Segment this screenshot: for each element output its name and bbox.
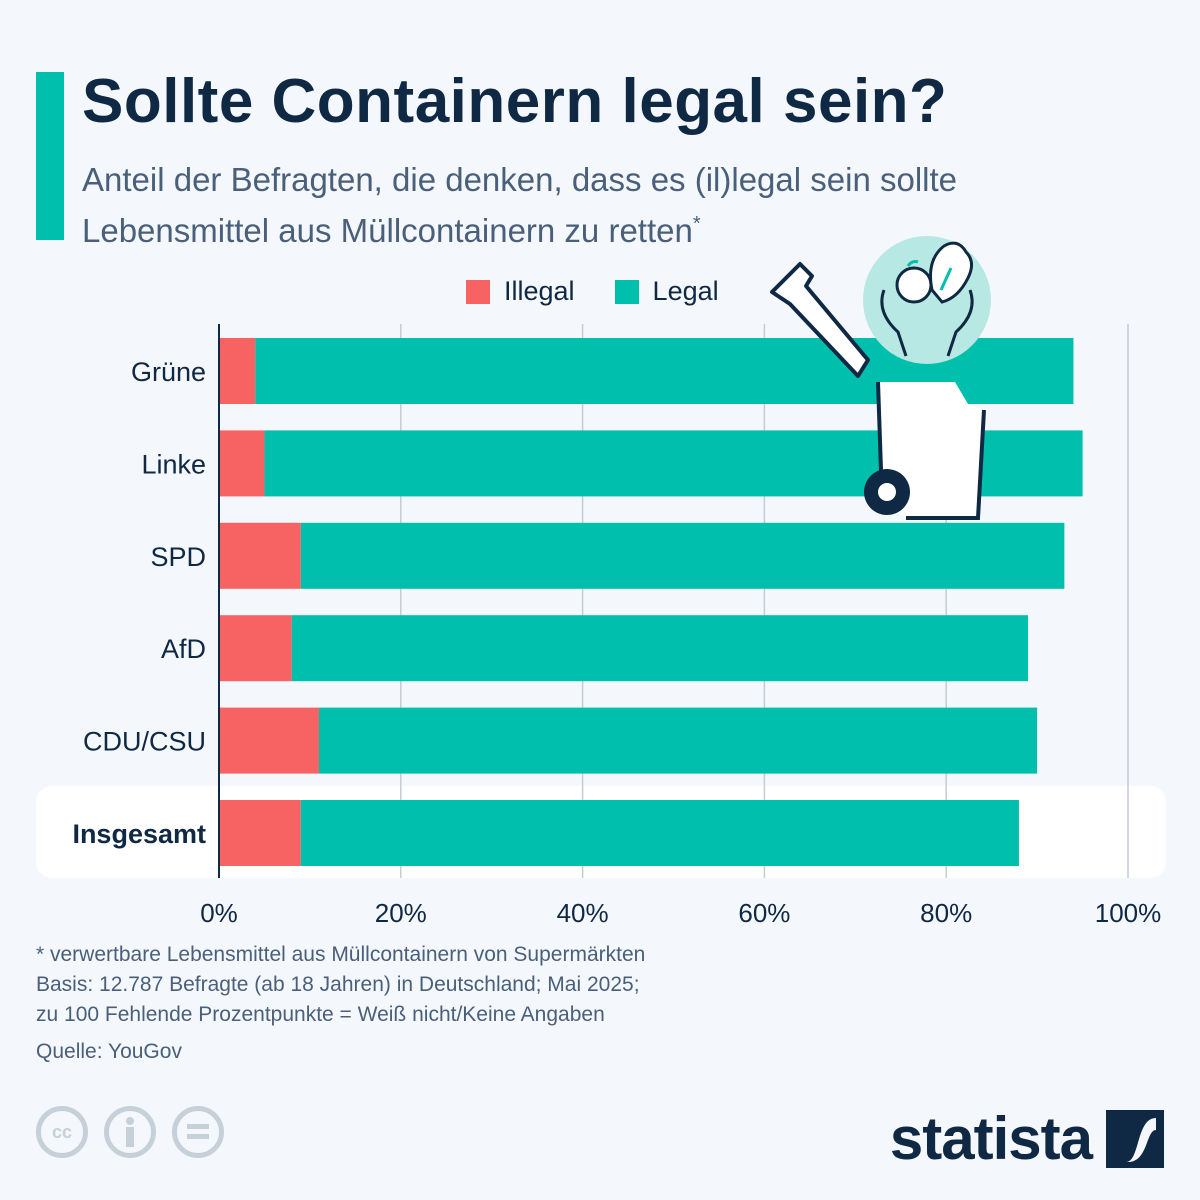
bar-legal-cdu-csu bbox=[318, 707, 1038, 774]
gridlines bbox=[400, 324, 1129, 878]
bar-legal-spd bbox=[300, 522, 1065, 589]
x-tick-label: 0% bbox=[200, 898, 238, 928]
footnotes: * verwertbare Lebensmittel aus Müllconta… bbox=[36, 940, 645, 1030]
bar-illegal-linke bbox=[219, 430, 265, 497]
subtitle-line-1: Anteil der Befragten, die denken, dass e… bbox=[82, 161, 957, 198]
dumpster-illustration bbox=[770, 236, 991, 520]
category-label: Grüne bbox=[131, 357, 206, 387]
category-label: CDU/CSU bbox=[83, 727, 206, 757]
bar-legal-afd bbox=[291, 615, 1029, 682]
category-label: AfD bbox=[161, 634, 206, 664]
bar-illegal-gr-ne bbox=[219, 338, 256, 404]
category-label: SPD bbox=[150, 542, 206, 572]
page-title: Sollte Containern legal sein? bbox=[82, 67, 948, 136]
subtitle-line-2-text: Lebensmittel aus Müllcontainern zu rette… bbox=[82, 212, 693, 249]
dumpster-lid-icon bbox=[770, 262, 870, 378]
bar-illegal-spd bbox=[219, 522, 301, 589]
statista-mark-icon bbox=[1106, 1109, 1164, 1168]
legend-label-legal: Legal bbox=[652, 276, 719, 306]
footnote-definition: * verwertbare Lebensmittel aus Müllconta… bbox=[36, 943, 646, 966]
legend-item-illegal: Illegal bbox=[466, 276, 575, 307]
no-derivatives-icon[interactable] bbox=[172, 1106, 224, 1158]
legend-item-legal: Legal bbox=[614, 276, 719, 307]
bar-illegal-afd bbox=[219, 615, 292, 682]
legend-swatch-illegal bbox=[466, 279, 490, 304]
cc-icon[interactable]: cc bbox=[36, 1106, 88, 1158]
x-tick-label: 40% bbox=[557, 898, 609, 928]
category-label: Insgesamt bbox=[72, 819, 206, 849]
hands-with-food-icon bbox=[863, 236, 991, 364]
footnote-basis: Basis: 12.787 Befragte (ab 18 Jahren) in… bbox=[36, 973, 640, 996]
source: Quelle: YouGov bbox=[36, 1040, 182, 1063]
brand-name: statista bbox=[889, 1105, 1093, 1172]
x-tick-label: 80% bbox=[920, 898, 972, 928]
x-tick-label: 100% bbox=[1095, 898, 1162, 928]
bar-illegal-cdu-csu bbox=[219, 707, 319, 774]
license-icons: cc bbox=[36, 1106, 224, 1158]
attribution-icon[interactable] bbox=[104, 1106, 156, 1158]
x-tick-label: 60% bbox=[738, 898, 790, 928]
bar-illegal-insgesamt bbox=[219, 800, 301, 866]
dumpster-bin-icon bbox=[864, 381, 986, 520]
bars bbox=[219, 338, 1083, 866]
category-label: Linke bbox=[141, 449, 206, 479]
subtitle: Anteil der Befragten, die denken, dass e… bbox=[82, 158, 957, 253]
legend: Illegal Legal bbox=[466, 276, 759, 307]
title-accent-bar bbox=[36, 72, 64, 240]
footnote-marker: * bbox=[692, 213, 701, 235]
legend-swatch-legal bbox=[614, 279, 639, 304]
category-labels: Grüne Linke SPD AfD CDU/CSU Insgesamt bbox=[72, 357, 206, 849]
legend-label-illegal: Illegal bbox=[504, 276, 575, 306]
footnote-missing: zu 100 Fehlende Prozentpunkte = Weiß nic… bbox=[36, 1003, 605, 1026]
x-axis-ticks: 0% 20% 40% 60% 80% 100% bbox=[200, 898, 1161, 928]
x-tick-label: 20% bbox=[375, 898, 427, 928]
bar-legal-insgesamt bbox=[300, 800, 1019, 866]
statista-logo[interactable]: statista bbox=[890, 1104, 1164, 1173]
subtitle-line-2: Lebensmittel aus Müllcontainern zu rette… bbox=[82, 202, 957, 253]
